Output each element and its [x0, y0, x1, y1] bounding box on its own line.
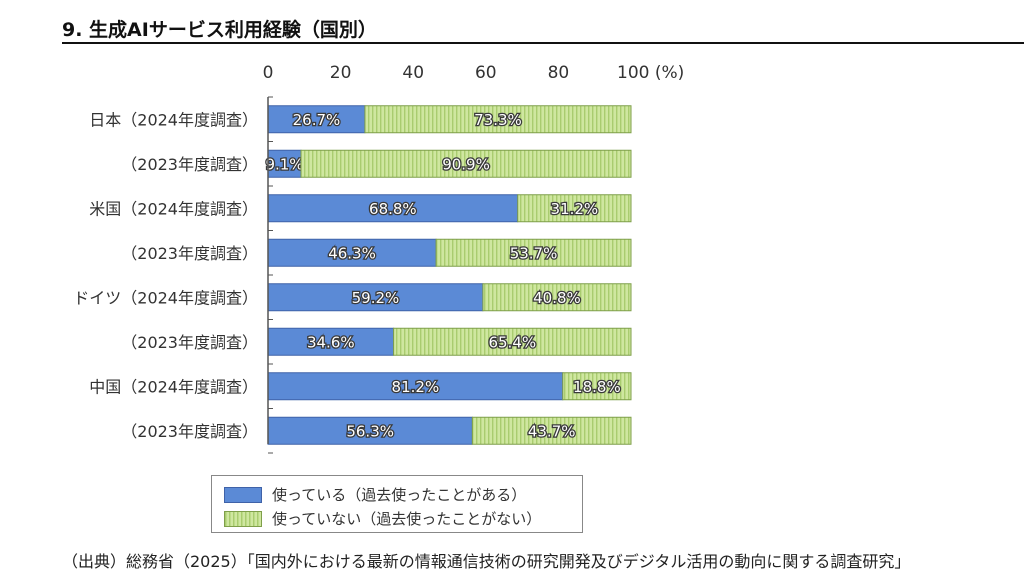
x-tick-label: 40 [402, 63, 424, 83]
data-label: 53.7% [510, 244, 558, 262]
data-label: 73.3% [474, 111, 522, 129]
legend-swatch-used [224, 486, 262, 503]
data-label: 65.4% [488, 333, 536, 351]
bar-segment-unused [482, 283, 632, 312]
data-label: 31.2% [551, 200, 599, 218]
data-label: 26.7% [293, 111, 341, 129]
legend-swatch-unused [224, 510, 262, 527]
data-label: 40.8% [533, 289, 581, 307]
source-note: （出典）総務省（2025）「国内外における最新の情報通信技術の研究開発及びデジタ… [62, 552, 911, 571]
x-tick-label: 80 [548, 63, 570, 83]
x-tick-label: 100 (%) [617, 63, 684, 83]
bar-segment-unused [435, 238, 632, 267]
x-tick-label: 0 [263, 63, 274, 83]
category-label: 中国（2024年度調査） [89, 377, 258, 396]
chart-legend: 使っている（過去使ったことがある） 使っていない（過去使ったことがない） [211, 475, 583, 533]
category-label: 米国（2024年度調査） [89, 199, 258, 218]
category-label: （2023年度調査） [121, 422, 258, 441]
bar-segment-unused [300, 149, 632, 178]
category-label: 日本（2024年度調査） [89, 110, 258, 129]
x-tick-label: 20 [330, 63, 352, 83]
legend-label-unused: 使っていない（過去使ったことがない） [272, 510, 542, 528]
data-label: 43.7% [528, 422, 576, 440]
category-label: （2023年度調査） [121, 155, 258, 174]
data-label: 9.1% [265, 155, 303, 173]
data-label: 34.6% [307, 333, 355, 351]
category-label: （2023年度調査） [121, 244, 258, 263]
x-tick-label: 60 [475, 63, 497, 83]
bar-segment-used [267, 416, 473, 445]
bar-segment-unused [562, 372, 632, 401]
title-divider [62, 42, 1024, 44]
bar-segment-unused [393, 327, 632, 356]
category-label: （2023年度調査） [121, 333, 258, 352]
data-label: 59.2% [352, 289, 400, 307]
bar-segment-used [267, 327, 395, 356]
bar-segment-used [267, 283, 484, 312]
data-label: 56.3% [346, 422, 394, 440]
legend-label-used: 使っている（過去使ったことがある） [272, 486, 527, 504]
legend-item-unused: 使っていない（過去使ったことがない） [224, 508, 541, 529]
bar-segment-unused [471, 416, 632, 445]
data-label: 81.2% [392, 378, 440, 396]
bar-segment-unused [517, 194, 632, 223]
data-label: 68.8% [369, 200, 417, 218]
data-label: 46.3% [328, 244, 376, 262]
chart-title: 9. 生成AIサービス利用経験（国別） [62, 19, 377, 41]
bar-segment-unused [364, 105, 632, 134]
data-label: 90.9% [442, 155, 490, 173]
bar-segment-used [267, 238, 437, 267]
category-label: ドイツ（2024年度調査） [73, 288, 258, 307]
legend-item-used: 使っている（過去使ったことがある） [224, 484, 526, 505]
data-label: 18.8% [573, 378, 621, 396]
stacked-bar-chart: 0 20 40 60 80 100 (%) 26.7% 73.3% 9.1% 90.9% 68.8… [73, 63, 684, 454]
